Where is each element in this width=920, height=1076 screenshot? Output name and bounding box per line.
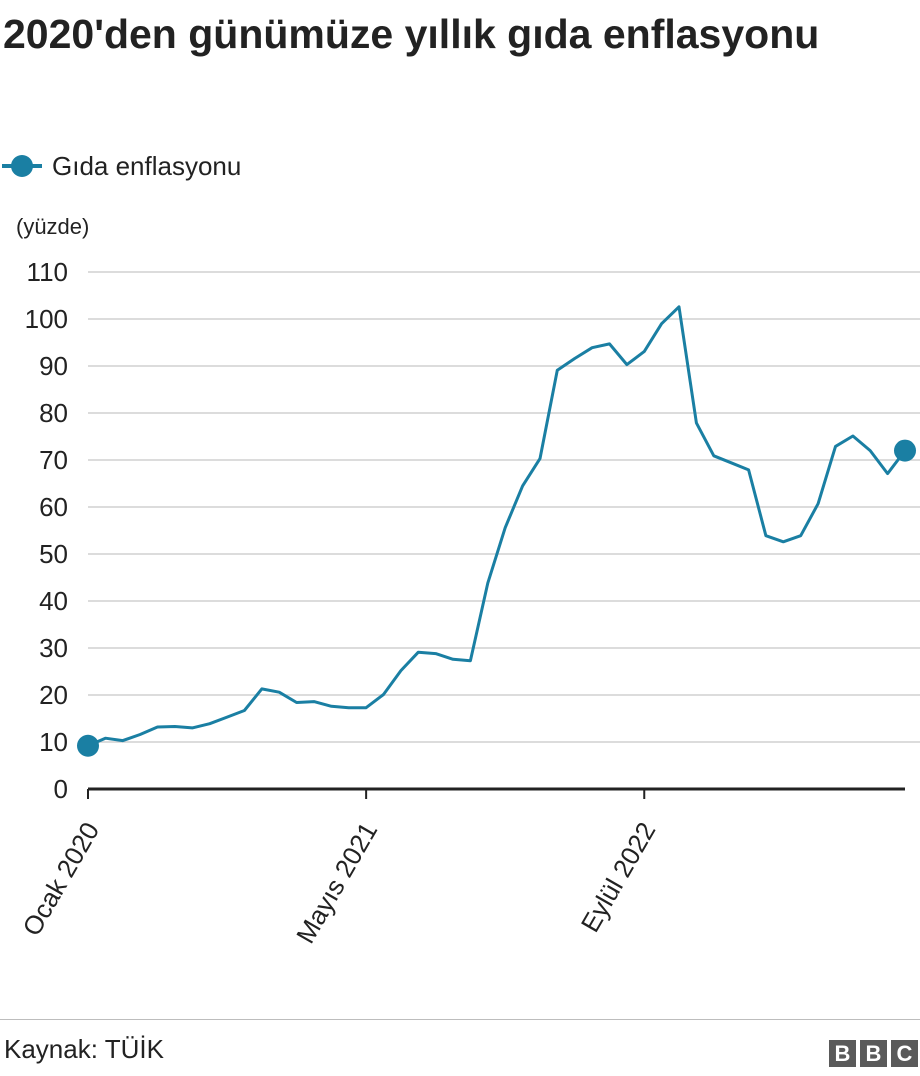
data-point-end (894, 439, 916, 462)
chart-title: 2020'den günümüze yıllık gıda enflasyonu (3, 11, 820, 57)
x-tick-label: Eylül 2022 (575, 817, 662, 937)
data-point-start (77, 734, 99, 757)
y-tick-label: 80 (39, 398, 68, 428)
x-tick-label: Ocak 2020 (16, 817, 105, 941)
legend: Gıda enflasyonu (2, 148, 241, 184)
y-tick-label: 30 (39, 633, 68, 663)
logo-letter: B (860, 1040, 887, 1067)
y-tick-label: 40 (39, 586, 68, 616)
legend-label: Gıda enflasyonu (52, 150, 242, 181)
y-axis-unit-label: (yüzde) (16, 214, 90, 239)
y-tick-label: 100 (25, 304, 68, 334)
y-tick-label: 110 (27, 257, 68, 287)
x-tick-label: Mayıs 2021 (290, 817, 383, 948)
y-tick-label: 90 (39, 351, 68, 381)
bbc-logo: B B C (829, 1040, 918, 1067)
series-line-gida-enflasyonu (86, 305, 907, 748)
logo-letter: B (829, 1040, 856, 1067)
y-tick-label: 50 (39, 539, 68, 569)
y-tick-label: 20 (39, 680, 68, 710)
legend-line-marker-icon (2, 148, 42, 184)
logo-letter: C (891, 1040, 918, 1067)
y-tick-label: 0 (54, 774, 68, 804)
y-tick-label: 70 (39, 445, 68, 475)
y-tick-label: 10 (39, 727, 68, 757)
line-chart: 0 10 20 30 40 50 60 70 80 90 100 110 Ocak 2020 Mayıs … (16, 257, 920, 948)
y-tick-label: 60 (39, 492, 68, 522)
source-note: Kaynak: TÜİK (4, 1034, 164, 1064)
footer-divider (0, 1019, 920, 1020)
